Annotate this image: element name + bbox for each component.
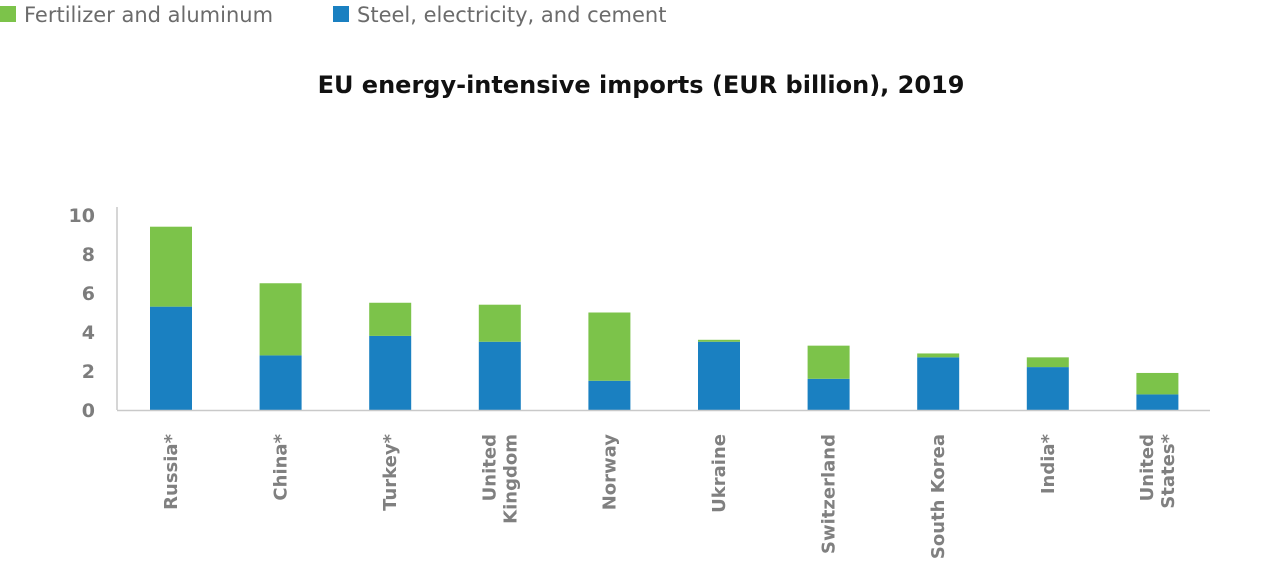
y-axis: 0 2 4 6 8 10 [69, 205, 118, 422]
bar-fertilizer-aluminum [698, 339, 740, 342]
y-tick-label: 0 [82, 400, 95, 422]
x-tick-label: Turkey* [380, 433, 401, 510]
x-category-label: Russia* [161, 433, 182, 509]
legend-swatch-steel [333, 6, 349, 22]
x-tick-label: Switzerland [819, 434, 840, 554]
bar-fertilizer-aluminum [588, 312, 631, 381]
x-tick-label: States* [1158, 433, 1179, 508]
y-tick-label: 4 [82, 322, 95, 344]
x-tick-label: United [479, 434, 500, 501]
bar-fertilizer-aluminum [150, 226, 192, 307]
x-category-label: Turkey* [380, 433, 401, 510]
x-tick-label: South Korea [928, 434, 949, 559]
bar-fertilizer-aluminum [259, 283, 302, 356]
x-category-label: India* [1038, 433, 1059, 494]
bar-steel-electricity-cement [588, 380, 631, 410]
x-category-label: Norway [599, 434, 620, 511]
x-category-label: Ukraine [709, 434, 730, 513]
y-tick-label: 6 [82, 283, 95, 305]
bar-fertilizer-aluminum [369, 302, 412, 336]
bar-steel-electricity-cement [698, 341, 740, 410]
bar-steel-electricity-cement [917, 357, 960, 410]
x-tick-label: Norway [599, 434, 620, 511]
x-tick-label: Russia* [161, 433, 182, 509]
x-category-label: South Korea [928, 434, 949, 559]
chart-title: EU energy-intensive imports (EUR billion… [318, 71, 965, 99]
x-tick-label: Kingdom [500, 434, 521, 524]
x-category-label: United States* [1137, 433, 1179, 508]
legend-label-steel: Steel, electricity, and cement [357, 3, 666, 27]
legend-swatch-fertilizer [0, 6, 16, 22]
legend-label-fertilizer: Fertilizer and aluminum [24, 3, 273, 27]
bar-steel-electricity-cement [150, 306, 192, 410]
x-category-label: China* [271, 433, 292, 500]
x-tick-label: India* [1038, 433, 1059, 494]
y-tick-label: 2 [82, 361, 95, 383]
x-axis: Russia* China* Turkey* United Kingdom Norway U… [117, 409, 1210, 559]
y-tick-label: 10 [69, 205, 95, 227]
bar-steel-electricity-cement [478, 341, 521, 410]
bar-steel-electricity-cement [1026, 367, 1069, 410]
y-tick-label: 8 [82, 244, 95, 266]
bar-fertilizer-aluminum [917, 353, 960, 358]
legend: Fertilizer and aluminum Steel, electrici… [0, 3, 666, 27]
bar-fertilizer-aluminum [1026, 357, 1069, 368]
bar-steel-electricity-cement [369, 335, 412, 410]
bar-fertilizer-aluminum [807, 345, 850, 379]
x-category-label: United Kingdom [479, 434, 521, 524]
x-tick-label: China* [271, 433, 292, 500]
bar-steel-electricity-cement [807, 378, 850, 410]
bar-fertilizer-aluminum [1136, 372, 1179, 395]
x-category-label: Switzerland [819, 434, 840, 554]
x-tick-label: United [1137, 434, 1158, 501]
bar-steel-electricity-cement [259, 355, 302, 410]
bars [150, 226, 1179, 410]
bar-steel-electricity-cement [1136, 394, 1179, 410]
x-tick-label: Ukraine [709, 434, 730, 513]
bar-fertilizer-aluminum [478, 304, 521, 342]
